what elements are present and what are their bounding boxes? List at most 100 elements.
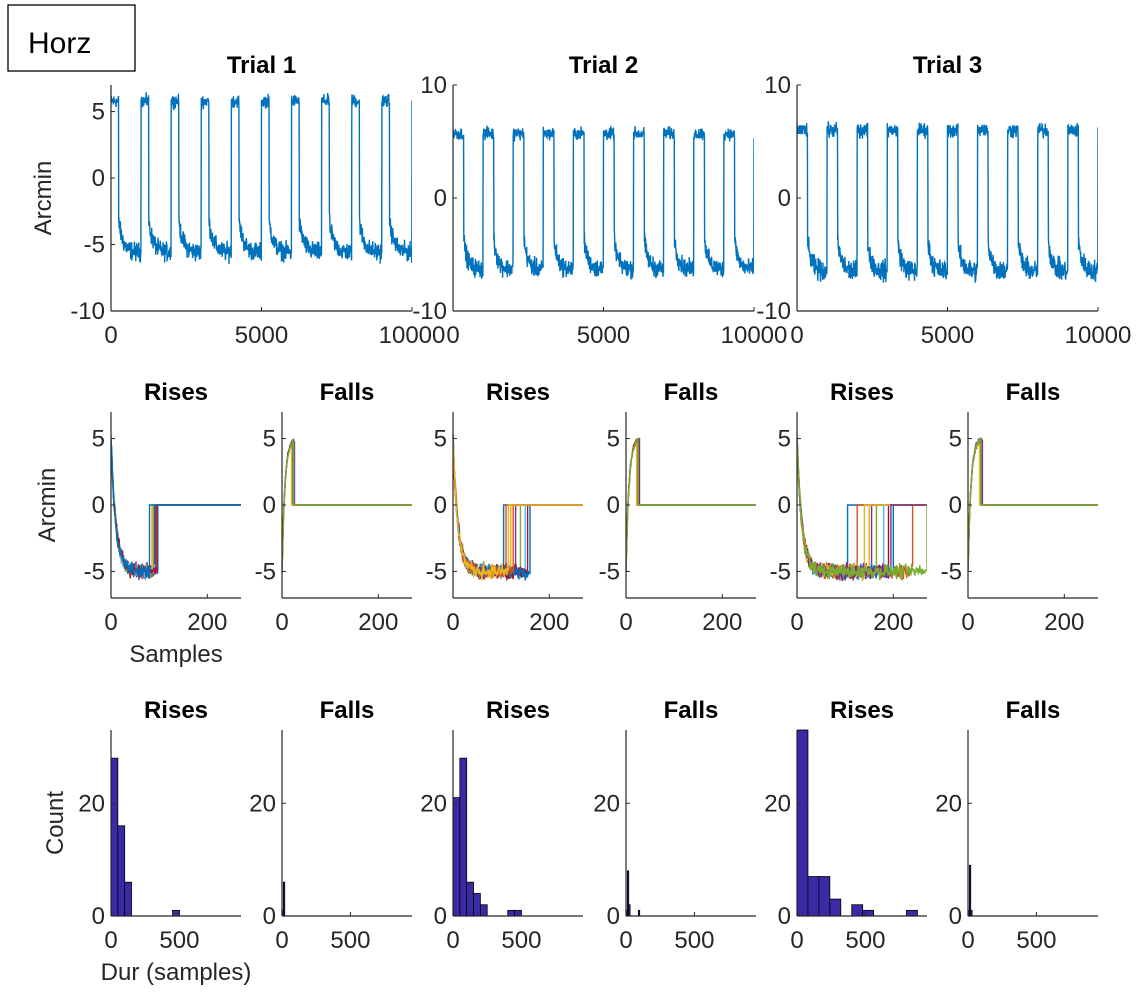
- x-tick-label: 0: [790, 609, 803, 636]
- histogram-bar: [514, 909, 522, 917]
- y-axis-label: Arcmin: [30, 161, 57, 236]
- panel-title: Falls: [320, 379, 375, 406]
- panel-6: Rises 0 200 -5 0 5: [426, 379, 583, 636]
- y-tick-label: -10: [756, 298, 791, 325]
- x-tick-label: 200: [358, 609, 398, 636]
- histogram-bar: [862, 909, 875, 917]
- x-tick-label: 0: [275, 927, 288, 954]
- histogram-bar: [282, 881, 286, 917]
- panel-title: Falls: [664, 379, 719, 406]
- plot-area: [797, 121, 1098, 283]
- series-line: [282, 438, 412, 575]
- x-tick-label: 0: [961, 609, 974, 636]
- y-tick-label: -5: [426, 558, 447, 585]
- panel-12: Rises 0 500 0 20: [420, 697, 583, 954]
- y-tick-label: 0: [949, 492, 962, 519]
- x-axis-label: Dur (samples): [101, 959, 252, 986]
- x-tick-label: 0: [446, 927, 459, 954]
- x-tick-label: 0: [446, 609, 459, 636]
- figure-label: Horz: [28, 27, 91, 60]
- x-tick-label: 0: [104, 609, 117, 636]
- y-tick-label: 10: [764, 72, 791, 99]
- panel-title: Falls: [1006, 697, 1061, 724]
- panel-title: Trial 3: [913, 52, 982, 79]
- y-tick-label: 0: [434, 903, 447, 930]
- x-tick-label: 0: [446, 322, 459, 349]
- y-tick-label: 0: [263, 492, 276, 519]
- x-tick-label: 500: [330, 927, 370, 954]
- histogram-bar: [807, 876, 820, 917]
- y-tick-label: 0: [92, 165, 105, 192]
- panel-10: Rises 0 500 0 20 Count Dur (samples): [42, 697, 251, 986]
- panel-title: Rises: [830, 379, 894, 406]
- x-tick-label: 10000: [379, 322, 446, 349]
- panel-title: Falls: [1006, 379, 1061, 406]
- histogram-bar: [829, 898, 842, 917]
- x-tick-label: 0: [790, 927, 803, 954]
- panel-15: Falls 0 500 0 20: [935, 697, 1098, 954]
- histogram-bar: [111, 757, 119, 917]
- histogram-bar: [473, 893, 481, 917]
- x-tick-label: 0: [275, 609, 288, 636]
- x-tick-label: 0: [104, 927, 117, 954]
- plot-area: [111, 92, 412, 265]
- series-line: [626, 437, 756, 573]
- series-line: [797, 438, 927, 581]
- plot-area: [282, 437, 412, 575]
- plot-area: [626, 437, 756, 573]
- series-line: [111, 441, 241, 579]
- y-tick-label: 5: [92, 426, 105, 453]
- x-tick-label: 500: [501, 927, 541, 954]
- y-tick-label: -5: [770, 558, 791, 585]
- y-tick-label: 20: [420, 790, 447, 817]
- y-tick-label: 5: [949, 426, 962, 453]
- series-line: [111, 92, 412, 265]
- y-tick-label: -10: [412, 298, 447, 325]
- x-tick-label: 0: [790, 322, 803, 349]
- panel-4: Rises 0 200 -5 0 5 Arcmin Samples: [34, 379, 241, 668]
- y-tick-label: 0: [778, 492, 791, 519]
- y-tick-label: 0: [607, 903, 620, 930]
- x-tick-label: 0: [619, 927, 632, 954]
- panel-11: Falls 0 500 0 20: [249, 697, 412, 954]
- histogram-bar: [459, 757, 468, 917]
- histogram-bar: [172, 909, 180, 917]
- y-tick-label: 5: [263, 426, 276, 453]
- x-tick-label: 5000: [921, 322, 974, 349]
- y-tick-label: 0: [92, 492, 105, 519]
- x-tick-label: 5000: [577, 322, 630, 349]
- series-line: [453, 441, 583, 581]
- panel-7: Falls 0 200 -5 0 5: [599, 379, 756, 636]
- x-tick-label: 0: [961, 927, 974, 954]
- panel-title: Rises: [144, 379, 208, 406]
- histogram-bar: [466, 881, 474, 917]
- x-tick-label: 10000: [721, 322, 788, 349]
- histogram-bar: [906, 909, 918, 917]
- panel-title: Trial 1: [227, 52, 296, 79]
- x-tick-label: 200: [529, 609, 569, 636]
- panel-5: Falls 0 200 -5 0 5: [255, 379, 412, 636]
- y-tick-label: -5: [255, 558, 276, 585]
- histogram-bar: [628, 904, 631, 917]
- histogram-bar: [507, 909, 515, 917]
- series-line: [453, 125, 754, 280]
- y-tick-label: 5: [92, 99, 105, 126]
- plot-area: [111, 434, 241, 582]
- y-tick-label: -5: [941, 558, 962, 585]
- y-tick-label: 20: [764, 790, 791, 817]
- plot-area: [453, 125, 754, 280]
- series-line: [968, 437, 1098, 571]
- histogram-bar: [851, 904, 864, 917]
- x-tick-label: 200: [702, 609, 742, 636]
- histogram-bar: [124, 881, 132, 917]
- x-tick-label: 200: [187, 609, 227, 636]
- panel-8: Rises 0 200 -5 0 5: [770, 379, 927, 636]
- y-tick-label: -5: [599, 558, 620, 585]
- panel-14: Rises 0 500 0 20: [764, 697, 927, 954]
- x-axis-label: Samples: [129, 641, 222, 668]
- x-tick-label: 200: [873, 609, 913, 636]
- x-tick-label: 200: [1044, 609, 1084, 636]
